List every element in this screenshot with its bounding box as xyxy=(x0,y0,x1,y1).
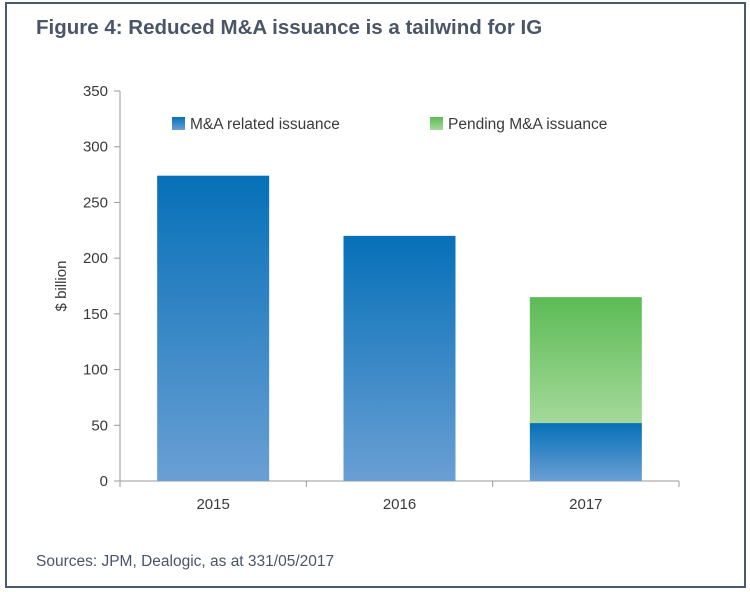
source-note: Sources: JPM, Dealogic, as at 331/05/201… xyxy=(36,553,335,570)
legend: M&A related issuance Pending M&A issuance xyxy=(172,116,607,133)
y-tick-label: 0 xyxy=(100,473,108,490)
x-tick-label: 2016 xyxy=(383,496,416,513)
legend-swatch xyxy=(172,117,185,130)
bar-ma-related-2015 xyxy=(157,175,270,481)
y-tick-label: 300 xyxy=(83,139,108,156)
y-tick-label: 150 xyxy=(83,306,108,323)
y-tick-label: 250 xyxy=(83,194,108,211)
axes: 0 50 100 150 200 250 300 350 $ billion 2015 2016 20… xyxy=(53,83,680,513)
bar-ma-related-2016 xyxy=(343,235,456,481)
y-tick-label: 50 xyxy=(91,417,108,434)
y-tick-label: 200 xyxy=(83,250,108,267)
y-tick-label: 350 xyxy=(83,83,108,100)
legend-label: Pending M&A issuance xyxy=(448,116,607,133)
y-axis-label: $ billion xyxy=(53,261,70,312)
x-tick-label: 2015 xyxy=(196,496,229,513)
x-tick-label: 2017 xyxy=(569,496,602,513)
y-tick-label: 100 xyxy=(83,362,108,379)
chart-title: Figure 4: Reduced M&A issuance is a tail… xyxy=(36,16,543,39)
bar-ma-related-2017 xyxy=(529,423,642,481)
legend-swatch xyxy=(430,117,443,130)
bars xyxy=(157,175,642,481)
bar-pending-2017 xyxy=(529,297,642,424)
legend-label: M&A related issuance xyxy=(190,116,340,133)
